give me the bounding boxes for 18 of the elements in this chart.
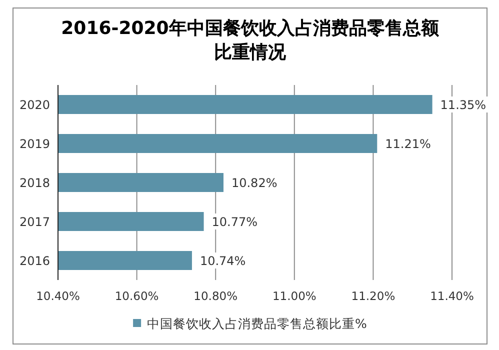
y-tick-label: 2018	[19, 176, 50, 190]
x-tick-label: 10.40%	[36, 289, 80, 303]
x-tick-label: 11.40%	[430, 289, 474, 303]
x-tick-label: 10.60%	[114, 289, 159, 303]
title: 2016-2020年中国餐饮收入占消费品零售总额比重情况	[61, 18, 439, 63]
data-label: 10.74%	[200, 254, 246, 268]
data-label: 11.35%	[440, 98, 486, 112]
data-label: 10.77%	[212, 215, 258, 229]
x-tick-label: 11.00%	[272, 289, 316, 303]
y-tick-label: 2017	[19, 215, 50, 229]
y-tick-label: 2019	[19, 137, 50, 151]
x-tick-label: 10.80%	[194, 289, 238, 303]
data-label: 10.82%	[231, 176, 278, 190]
x-tick-label: 11.20%	[351, 289, 396, 303]
data-label: 11.21%	[385, 137, 431, 151]
y-tick-label: 2016	[19, 254, 50, 268]
y-tick-label: 2020	[19, 98, 50, 112]
legend: 中国餐饮收入占消费品零售总额比重%	[133, 316, 367, 331]
